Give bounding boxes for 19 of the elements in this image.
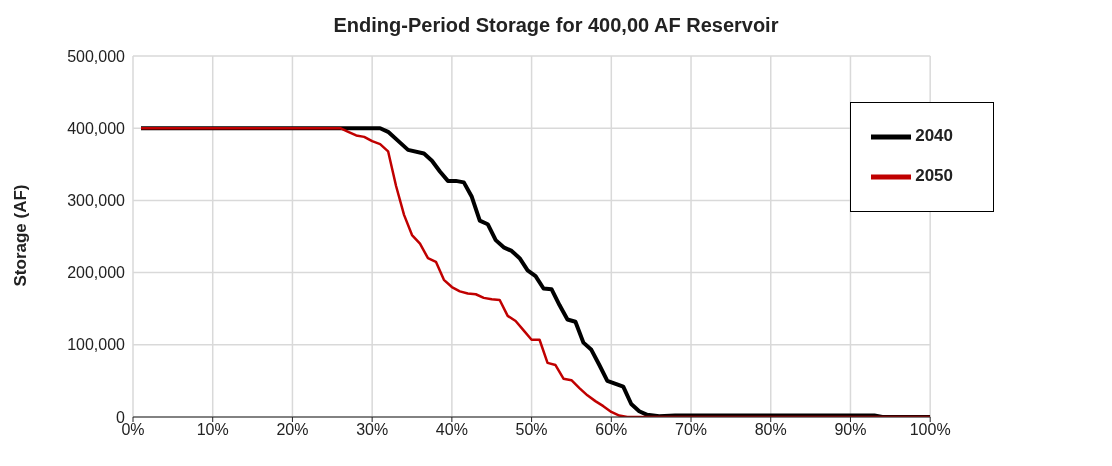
y-tick-label: 200,000 [67,264,126,282]
chart-title: Ending-Period Storage for 400,00 AF Reservoir [332,13,780,38]
x-tick-label: 90% [834,421,867,439]
y-tick-label: 400,000 [67,119,126,137]
x-tick-label: 100% [909,421,951,439]
legend-label: 2050 [915,166,953,186]
y-axis-title: Storage (AF) [11,184,31,287]
y-tick-label: 300,000 [67,192,126,210]
x-tick-label: 50% [515,421,548,439]
x-tick-label: 20% [276,421,309,439]
x-tick-label: 70% [675,421,708,439]
x-tick-label: 60% [595,421,628,439]
x-tick-label: 30% [356,421,389,439]
x-tick-label: 40% [435,421,468,439]
y-tick-label: 500,000 [67,47,126,65]
x-tick-label: 80% [754,421,787,439]
y-tick-label: 100,000 [67,336,126,354]
x-tick-label: 10% [196,421,229,439]
legend-label: 2040 [915,126,953,146]
